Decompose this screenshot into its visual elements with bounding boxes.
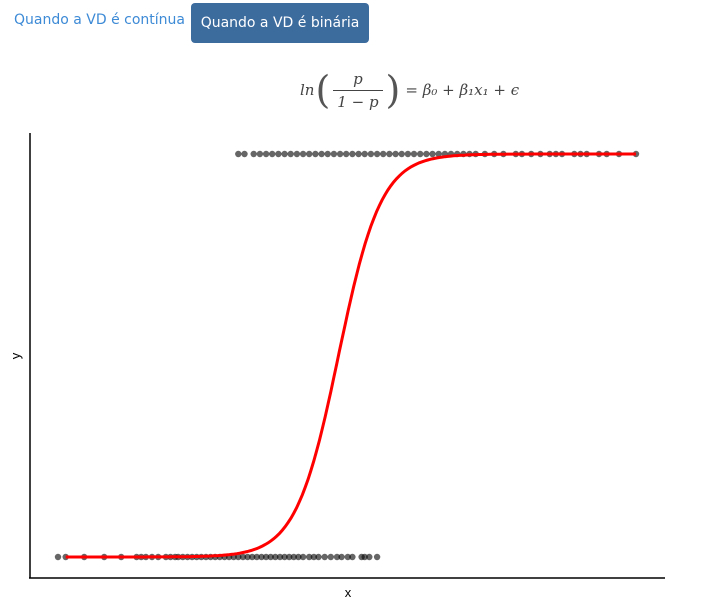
data-point xyxy=(310,553,318,561)
data-point xyxy=(281,150,288,158)
data-point xyxy=(276,553,284,561)
data-point xyxy=(256,150,264,158)
data-point xyxy=(398,150,405,158)
data-point xyxy=(336,150,344,158)
formula-denominator: 1 − p xyxy=(333,89,383,111)
data-point xyxy=(435,150,442,158)
data-point xyxy=(324,150,331,158)
data-point xyxy=(423,150,430,158)
data-points xyxy=(54,150,640,561)
data-point xyxy=(338,553,345,561)
data-point xyxy=(355,150,362,158)
data-point xyxy=(366,553,373,561)
data-point xyxy=(327,553,334,561)
data-point xyxy=(318,150,325,158)
data-point xyxy=(429,150,436,158)
formula-rhs: = β₀ + β₁x₁ + ϵ xyxy=(405,81,520,99)
data-point xyxy=(404,150,412,158)
data-point xyxy=(249,553,256,561)
data-point xyxy=(367,150,375,158)
data-point xyxy=(315,553,322,561)
formula-ln: ln xyxy=(300,81,315,99)
data-point xyxy=(386,150,393,158)
data-point xyxy=(373,553,381,561)
data-point xyxy=(417,150,424,158)
x-axis-label: x xyxy=(345,585,352,600)
data-point xyxy=(253,553,260,561)
data-point xyxy=(299,553,307,561)
data-point xyxy=(330,150,338,158)
data-point xyxy=(344,553,351,561)
data-point xyxy=(290,553,297,561)
tab-binary-dv[interactable]: Quando a VD é binária xyxy=(191,3,369,43)
tab-bar: Quando a VD é contínua Quando a VD é bin… xyxy=(0,3,706,43)
data-point xyxy=(258,553,265,561)
tab-continuous-dv[interactable]: Quando a VD é contínua xyxy=(14,12,185,28)
data-point xyxy=(306,150,313,158)
data-point xyxy=(380,150,387,158)
data-point xyxy=(361,150,368,158)
data-point xyxy=(239,553,247,561)
data-point xyxy=(349,553,356,561)
data-point xyxy=(333,553,341,561)
data-point xyxy=(262,553,270,561)
data-point xyxy=(343,150,350,158)
data-point xyxy=(392,150,399,158)
formula-right-paren: ) xyxy=(385,68,401,112)
data-point xyxy=(287,150,294,158)
data-point xyxy=(321,553,328,561)
data-point xyxy=(54,553,62,561)
data-point xyxy=(244,553,251,561)
data-point xyxy=(299,150,307,158)
data-point xyxy=(235,553,242,561)
data-point xyxy=(262,150,270,158)
fitted-logistic-curve xyxy=(65,152,636,559)
data-point xyxy=(281,553,288,561)
data-point xyxy=(269,150,276,158)
data-point xyxy=(312,150,319,158)
data-point xyxy=(235,150,242,158)
data-point xyxy=(250,150,257,158)
data-point xyxy=(286,553,293,561)
data-point xyxy=(295,553,302,561)
formula-fraction: p 1 − p xyxy=(333,69,383,111)
y-axis-label: y xyxy=(8,352,23,359)
data-point xyxy=(275,150,282,158)
data-point xyxy=(373,150,381,158)
data-point xyxy=(361,553,368,561)
formula-numerator: p xyxy=(353,69,363,88)
logistic-plot: x y xyxy=(8,133,665,600)
data-point xyxy=(241,150,248,158)
data-point xyxy=(267,553,274,561)
data-point xyxy=(410,150,418,158)
data-point xyxy=(293,150,301,158)
data-point xyxy=(349,150,356,158)
formula-left-paren: ( xyxy=(315,68,331,112)
data-point xyxy=(272,553,279,561)
logit-formula: ln ( p 1 − p ) = β₀ + β₁x₁ + ϵ xyxy=(300,64,540,116)
data-point xyxy=(306,553,313,561)
